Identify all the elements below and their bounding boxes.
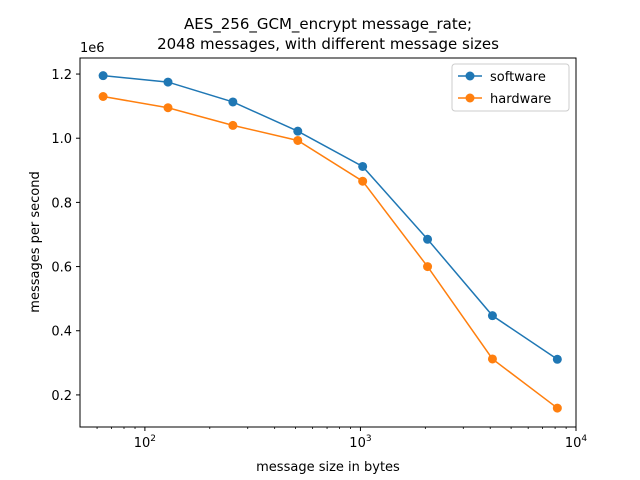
- x-tick-label: 102: [134, 434, 156, 451]
- data-point-software: [487, 311, 497, 321]
- x-tick-label: 104: [565, 434, 588, 451]
- y-axis-ticks: 0.2 0.4 0.6 0.8 1.0 1.2: [51, 68, 80, 404]
- data-point-hardware: [163, 103, 173, 113]
- legend-marker-software: [465, 71, 475, 81]
- y-offset-label: 1e6: [80, 41, 105, 56]
- axes-frame: [79, 57, 577, 428]
- data-point-software: [163, 77, 173, 87]
- x-axis-label: message size in bytes: [256, 460, 400, 475]
- chart-title-line1: AES_256_GCM_encrypt message_rate;: [184, 15, 472, 34]
- chart-title-line2: 2048 messages, with different message si…: [157, 35, 499, 53]
- x-tick-label: 103: [349, 434, 371, 451]
- x-axis-ticks: 102 103 104: [96, 427, 588, 451]
- series-line-software: [103, 74, 558, 360]
- y-tick-label: 1.0: [51, 132, 72, 147]
- data-point-software: [552, 354, 562, 364]
- data-point-hardware: [228, 120, 238, 130]
- series-line-hardware: [102, 95, 558, 409]
- data-point-software: [423, 234, 433, 244]
- data-point-hardware: [98, 92, 108, 102]
- data-point-software: [98, 71, 108, 81]
- data-point-software: [293, 126, 303, 136]
- data-point-hardware: [552, 403, 562, 413]
- plot-area: [79, 57, 577, 428]
- data-point-software: [228, 97, 238, 107]
- y-tick-label: 0.2: [51, 389, 72, 404]
- y-tick-label: 0.8: [51, 196, 72, 211]
- y-axis-label: messages per second: [28, 171, 43, 312]
- y-tick-label: 0.4: [51, 325, 72, 340]
- data-point-hardware: [358, 176, 368, 186]
- data-point-hardware: [423, 262, 433, 272]
- data-point-hardware: [487, 354, 497, 364]
- data-point-hardware: [293, 135, 303, 145]
- legend-marker-hardware: [465, 93, 475, 103]
- legend-label-software: software: [490, 70, 546, 85]
- data-point-software: [358, 161, 368, 171]
- y-tick-label: 0.6: [51, 261, 72, 276]
- legend: software hardware: [451, 63, 570, 112]
- series-layer: [98, 71, 562, 413]
- y-tick-label: 1.2: [51, 68, 72, 83]
- legend-label-hardware: hardware: [490, 92, 551, 107]
